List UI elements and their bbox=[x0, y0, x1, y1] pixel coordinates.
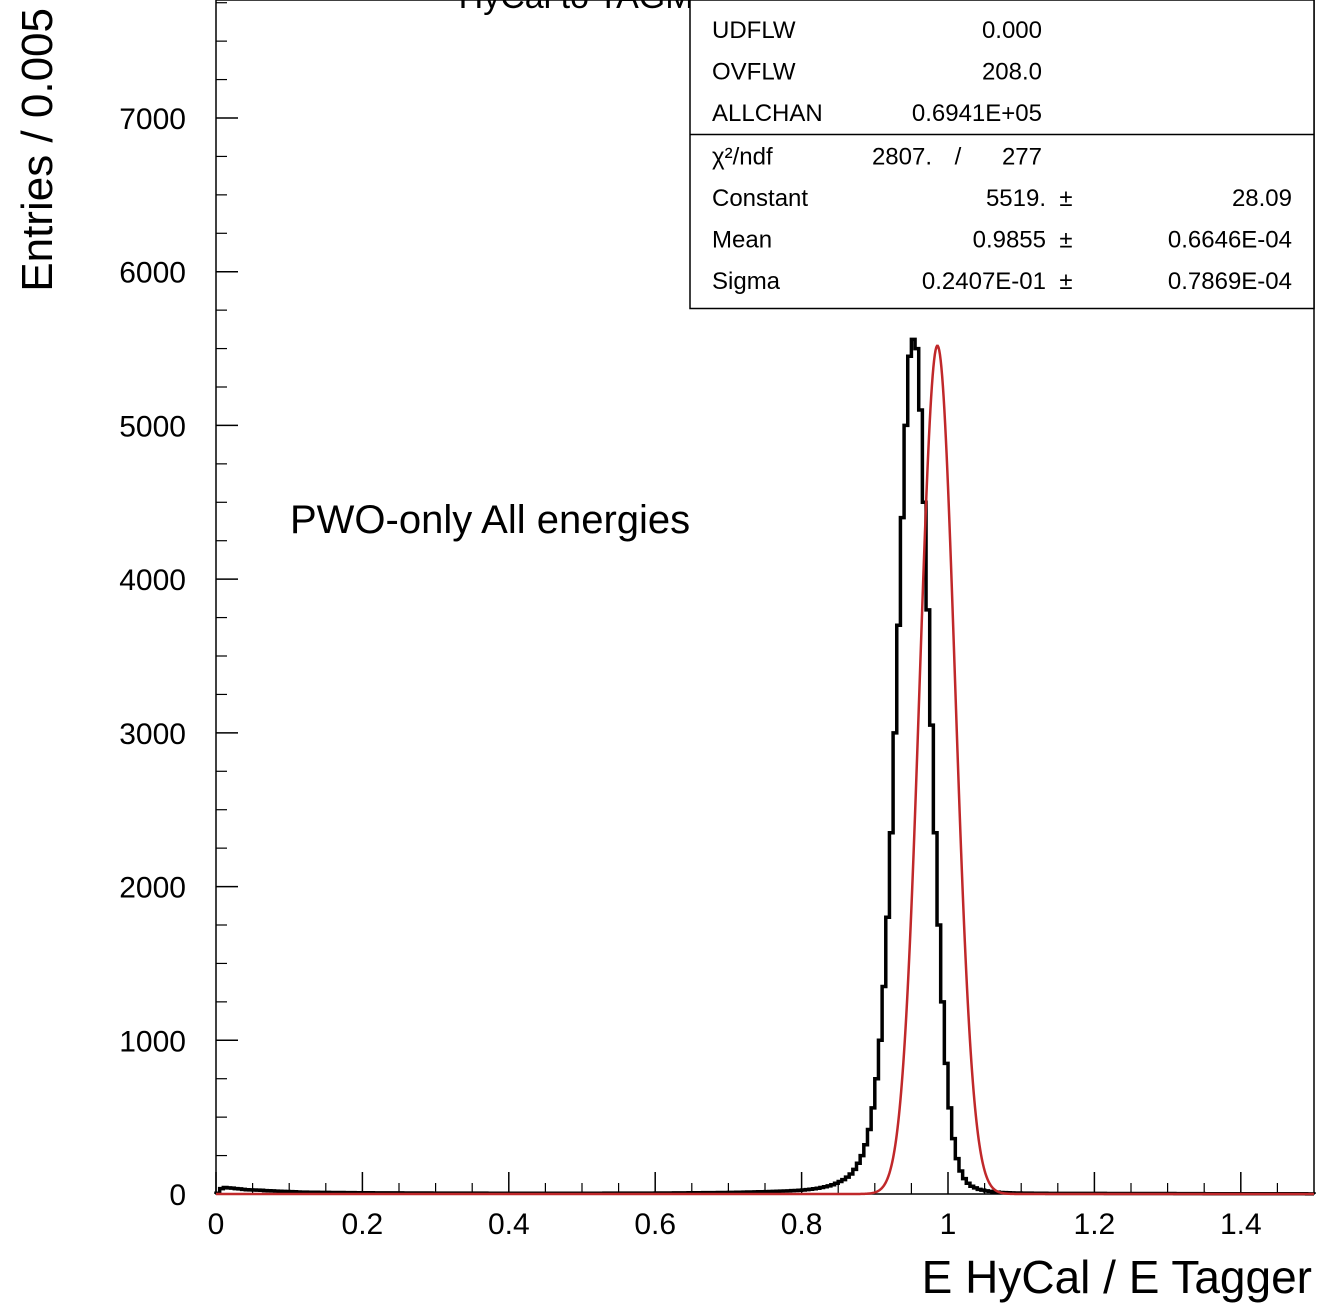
annotation-label: PWO-only All energies bbox=[290, 498, 690, 542]
y-tick-label: 0 bbox=[169, 1179, 186, 1212]
x-tick-label: 1.4 bbox=[1220, 1208, 1262, 1241]
stats-error: 28.09 bbox=[1232, 185, 1292, 212]
x-tick-label: 0 bbox=[208, 1208, 225, 1241]
stats-label: χ²/ndf bbox=[712, 144, 773, 171]
stats-value: 2807. bbox=[872, 144, 932, 171]
stats-error: 0.7869E-04 bbox=[1168, 268, 1292, 295]
x-tick-label: 0.2 bbox=[342, 1208, 384, 1241]
stats-value: 0.9855 bbox=[973, 227, 1046, 254]
stats-error: 0.6646E-04 bbox=[1168, 227, 1292, 254]
y-tick-label: 5000 bbox=[119, 410, 186, 443]
stats-pm: ± bbox=[1059, 185, 1072, 212]
stats-value: 0.2407E-01 bbox=[922, 268, 1046, 295]
histogram-series bbox=[214, 337, 1316, 1196]
y-tick-label: 7000 bbox=[119, 103, 186, 136]
stats-label: Sigma bbox=[712, 268, 781, 295]
stats-label: Constant bbox=[712, 185, 808, 212]
stats-box-frame bbox=[689, 0, 1315, 310]
axes: 0 1000 2000 3000 4000 5000 6000 7000 0 0.2 0.4 0.6 0… bbox=[119, 0, 1315, 1241]
histogram-line bbox=[214, 337, 1316, 1196]
stats-label: ALLCHAN bbox=[712, 100, 823, 127]
y-tick-label: 2000 bbox=[119, 872, 186, 905]
stats-box: UDFLW 0.000 OVFLW 208.0 ALLCHAN 0.6941E+05 χ²/… bbox=[689, 0, 1315, 310]
y-axis-title: Entries / 0.005 bbox=[13, 8, 62, 292]
x-tick-label: 0.6 bbox=[634, 1208, 676, 1241]
x-tick-label: 0.4 bbox=[488, 1208, 530, 1241]
stats-label: OVFLW bbox=[712, 59, 796, 86]
stats-value: 277 bbox=[1002, 144, 1042, 171]
y-tick-label: 3000 bbox=[119, 718, 186, 751]
stats-pm: ± bbox=[1059, 227, 1072, 254]
x-tick-label: 1 bbox=[940, 1208, 957, 1241]
gaussian-fit bbox=[216, 344, 1314, 1196]
stats-label: UDFLW bbox=[712, 17, 796, 44]
stats-label: Mean bbox=[712, 227, 772, 254]
stats-value: 5519. bbox=[986, 185, 1046, 212]
stats-value: 0.6941E+05 bbox=[912, 100, 1042, 127]
y-tick-label: 1000 bbox=[119, 1025, 186, 1058]
stats-value: 0.000 bbox=[982, 17, 1042, 44]
x-tick-label: 1.2 bbox=[1074, 1208, 1116, 1241]
stats-separator-text: / bbox=[955, 144, 962, 171]
x-axis-title: E HyCal / E Tagger bbox=[922, 1251, 1312, 1303]
fit-curve bbox=[216, 344, 1314, 1196]
stats-pm: ± bbox=[1059, 268, 1072, 295]
x-tick-label: 0.8 bbox=[781, 1208, 823, 1241]
y-tick-label: 4000 bbox=[119, 564, 186, 597]
stats-value: 208.0 bbox=[982, 59, 1042, 86]
y-tick-label: 6000 bbox=[119, 257, 186, 290]
